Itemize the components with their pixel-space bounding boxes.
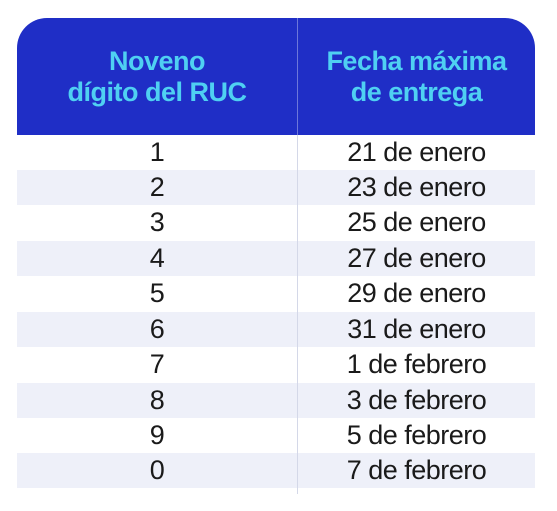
date-cell: 27 de enero: [347, 243, 486, 273]
date-cell: 31 de enero: [347, 314, 486, 344]
date-cell: 29 de enero: [347, 278, 486, 308]
digit-cell: 6: [149, 314, 165, 344]
table-row: 6 31 de enero: [17, 312, 535, 347]
header-deadline-line1: Fecha máxima: [326, 45, 507, 76]
digit-cell: 5: [149, 278, 165, 308]
table-row: 0 7 de febrero: [17, 453, 535, 488]
table-row: 5 29 de enero: [17, 276, 535, 311]
digit-cell: 7: [149, 349, 165, 379]
date-cell: 23 de enero: [347, 172, 486, 202]
header-ruc-digit-line1: Noveno: [108, 45, 206, 76]
table-row: 2 23 de enero: [17, 170, 535, 205]
table-row: 9 5 de febrero: [17, 418, 535, 453]
table-row: 3 25 de enero: [17, 205, 535, 240]
table-row: 4 27 de enero: [17, 241, 535, 276]
date-cell: 1 de febrero: [346, 349, 487, 379]
digit-cell: 0: [149, 455, 165, 485]
date-cell: 5 de febrero: [346, 420, 487, 450]
header-ruc-digit: Noveno dígito del RUC: [17, 18, 297, 135]
digit-cell: 3: [149, 207, 165, 237]
date-cell: 3 de febrero: [346, 385, 487, 415]
header-deadline-line2: de entrega: [350, 76, 483, 107]
header-ruc-digit-line2: dígito del RUC: [67, 76, 247, 107]
date-cell: 21 de enero: [347, 137, 486, 167]
digit-cell: 2: [149, 172, 165, 202]
column-divider: [297, 135, 298, 494]
table-row: 8 3 de febrero: [17, 383, 535, 418]
table-header: Noveno dígito del RUC Fecha máxima de en…: [17, 18, 535, 135]
digit-cell: 9: [149, 420, 165, 450]
table-row: 7 1 de febrero: [17, 347, 535, 382]
table-row: 1 21 de enero: [17, 135, 535, 170]
date-cell: 25 de enero: [347, 207, 486, 237]
deadline-table: Noveno dígito del RUC Fecha máxima de en…: [17, 18, 535, 494]
header-deadline: Fecha máxima de entrega: [298, 18, 535, 135]
date-cell: 7 de febrero: [346, 455, 487, 485]
digit-cell: 1: [149, 137, 165, 167]
digit-cell: 8: [149, 385, 165, 415]
header-divider: [297, 18, 298, 135]
digit-cell: 4: [149, 243, 165, 273]
table-body: 1 21 de enero 2 23 de enero 3 25 de ener…: [17, 135, 535, 494]
